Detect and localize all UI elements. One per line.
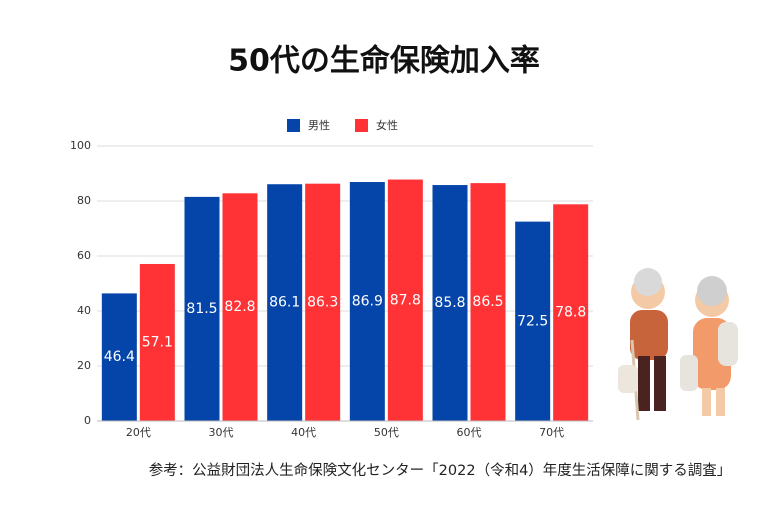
y-tick-label: 80 bbox=[77, 194, 91, 207]
bar bbox=[387, 179, 423, 421]
bar bbox=[553, 204, 589, 421]
bar bbox=[101, 293, 137, 421]
x-tick-label: 50代 bbox=[374, 426, 399, 439]
value-label: 82.8 bbox=[224, 299, 255, 315]
y-tick-label: 20 bbox=[77, 359, 91, 372]
bar bbox=[305, 183, 341, 421]
y-tick-label: 40 bbox=[77, 304, 91, 317]
value-label: 86.9 bbox=[352, 294, 383, 310]
value-label: 86.5 bbox=[472, 294, 503, 310]
bar bbox=[139, 263, 175, 421]
legend-swatch bbox=[355, 119, 368, 132]
x-tick-label: 70代 bbox=[539, 426, 564, 439]
legend-label: 男性 bbox=[308, 118, 330, 132]
x-tick-label: 40代 bbox=[291, 426, 316, 439]
value-label: 85.8 bbox=[434, 295, 465, 311]
bar bbox=[515, 221, 551, 421]
y-tick-label: 0 bbox=[84, 414, 91, 427]
value-label: 72.5 bbox=[517, 313, 548, 329]
x-tick-label: 20代 bbox=[126, 426, 151, 439]
chart-title: 50代の生命保険加入率 bbox=[228, 44, 540, 79]
legend-label: 女性 bbox=[376, 118, 398, 132]
value-label: 87.8 bbox=[390, 292, 421, 308]
value-label: 78.8 bbox=[555, 305, 586, 321]
x-tick-label: 60代 bbox=[457, 426, 482, 439]
x-tick-label: 30代 bbox=[209, 426, 234, 439]
bar bbox=[267, 184, 303, 421]
value-label: 86.1 bbox=[269, 295, 300, 311]
source-note: 参考：公益財団法人生命保険文化センター「2022（令和4）年度生活保障に関する調… bbox=[149, 461, 732, 479]
bar bbox=[184, 196, 220, 421]
bar bbox=[222, 193, 258, 421]
bar bbox=[432, 185, 468, 421]
legend-swatch bbox=[287, 119, 300, 132]
value-label: 46.4 bbox=[104, 349, 135, 365]
y-tick-label: 100 bbox=[70, 139, 91, 152]
bar bbox=[349, 182, 385, 421]
bar bbox=[470, 183, 506, 421]
value-label: 57.1 bbox=[142, 334, 173, 350]
y-tick-label: 60 bbox=[77, 249, 91, 262]
illustration bbox=[618, 268, 738, 421]
value-label: 81.5 bbox=[186, 301, 217, 317]
value-label: 86.3 bbox=[307, 294, 338, 310]
